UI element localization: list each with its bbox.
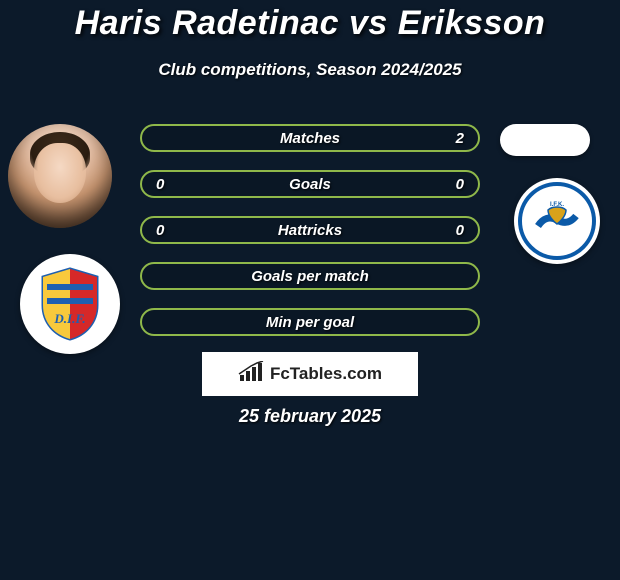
subtitle: Club competitions, Season 2024/2025 <box>0 60 620 80</box>
page-title: Haris Radetinac vs Eriksson <box>0 4 620 43</box>
stat-left: 0 <box>156 176 186 193</box>
stat-left: 0 <box>156 222 186 239</box>
player-right-photo <box>500 124 590 156</box>
stat-row: 0 Hattricks 0 <box>140 216 480 244</box>
stat-row: Min per goal <box>140 308 480 336</box>
svg-text:I.F.K.: I.F.K. <box>550 202 564 208</box>
team-badge-right: I.F.K. <box>514 178 600 264</box>
stat-label: Matches <box>186 130 434 147</box>
dif-shield-icon: D.I.F. <box>39 267 101 341</box>
stat-row: Matches 2 <box>140 124 480 152</box>
stat-label: Goals <box>186 176 434 193</box>
chart-icon <box>238 361 264 388</box>
stat-right: 0 <box>434 222 464 239</box>
stat-label: Goals per match <box>186 268 434 285</box>
svg-text:D.I.F.: D.I.F. <box>53 311 85 326</box>
stat-row: 0 Goals 0 <box>140 170 480 198</box>
watermark: FcTables.com <box>202 352 418 396</box>
player-left-photo <box>8 124 112 228</box>
stat-label: Min per goal <box>186 314 434 331</box>
watermark-text: FcTables.com <box>270 364 382 384</box>
comparison-card: Haris Radetinac vs Eriksson Club competi… <box>0 0 620 580</box>
ifk-badge-icon: I.F.K. <box>518 182 596 260</box>
date-text: 25 february 2025 <box>0 406 620 427</box>
team-badge-left: D.I.F. <box>20 254 120 354</box>
stat-right: 0 <box>434 176 464 193</box>
stat-right: 2 <box>434 130 464 147</box>
stats-table: Matches 2 0 Goals 0 0 Hattricks 0 Goals … <box>140 124 480 354</box>
stat-label: Hattricks <box>186 222 434 239</box>
stat-row: Goals per match <box>140 262 480 290</box>
